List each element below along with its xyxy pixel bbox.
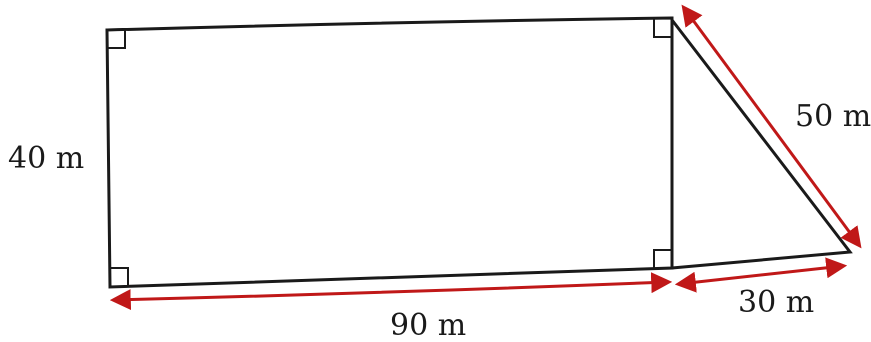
right-angle-marker-top-left (107, 30, 126, 49)
hypotenuse-dimension-arrow (681, 4, 862, 249)
right-angle-marker-bottom-left (110, 267, 129, 286)
triangle-base-label: 30 m (738, 285, 814, 320)
rectangle-outline (105, 16, 674, 289)
base-dimension-arrow (674, 257, 848, 293)
triangle-outline (670, 19, 853, 270)
right-angle-marker-top-right (653, 19, 672, 38)
rect-height-label: 40 m (8, 141, 84, 176)
width-dimension-arrow (109, 272, 673, 311)
right-angle-marker-bottom-right (653, 249, 672, 268)
triangle-hypotenuse-label: 50 m (795, 99, 871, 134)
rect-width-label: 90 m (390, 308, 466, 342)
